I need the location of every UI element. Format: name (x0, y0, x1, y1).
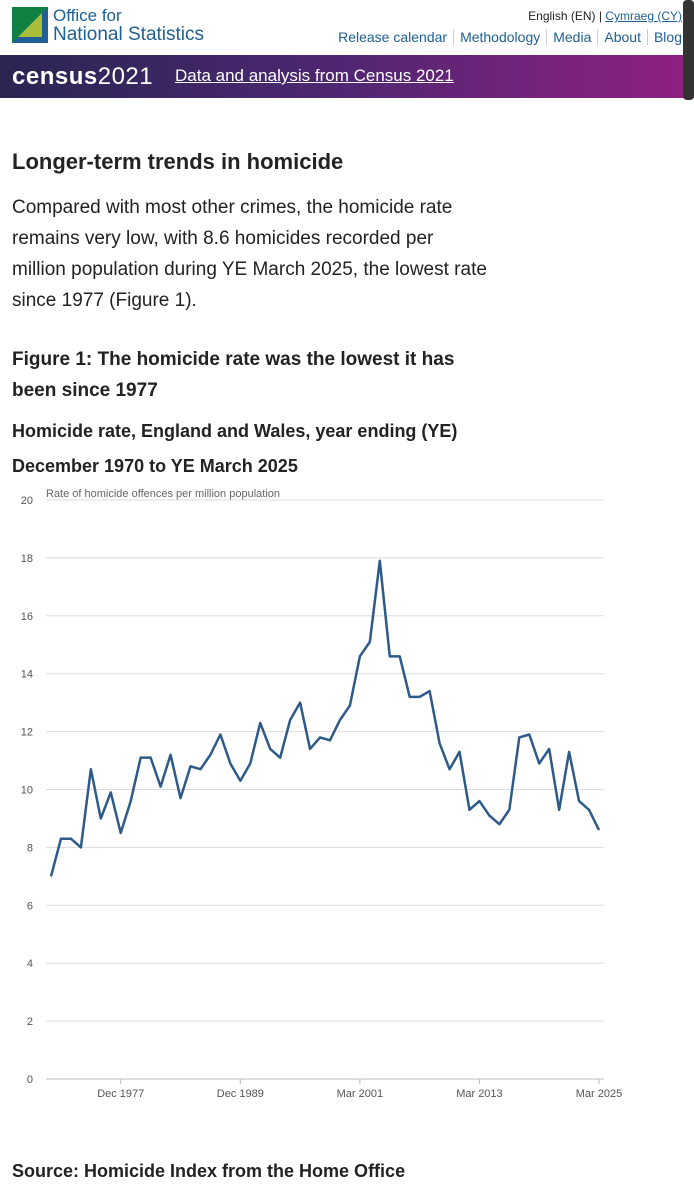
data-line (49, 559, 601, 877)
x-tick-label: Mar 2013 (456, 1088, 502, 1100)
source: Source: Homicide Index from the Home Off… (12, 1161, 406, 1181)
y-tick-label: 12 (21, 727, 33, 739)
y-tick-label: 6 (27, 900, 33, 912)
nav: Release calendar Methodology Media About Blo… (332, 29, 682, 47)
nav-link[interactable]: Release calendar (338, 29, 448, 45)
logo-icon (12, 7, 48, 43)
figure-title: Figure 1: The homicide rate was the lowe… (12, 349, 455, 401)
brand-word: census (12, 63, 98, 90)
y-tick-label: 18 (21, 553, 33, 565)
y-tick-label: 16 (21, 611, 33, 623)
y-axis-title: Rate of homicide offences per million po… (46, 488, 280, 500)
nav-link[interactable]: About (597, 29, 647, 45)
lang-en: English (EN) (528, 9, 596, 23)
y-tick-label: 8 (27, 842, 33, 854)
language-switch: English (EN) | Cymraeg (CY) (528, 9, 682, 23)
nav-link[interactable]: Methodology (453, 29, 547, 45)
brand-year: 2021 (97, 63, 154, 90)
y-tick-label: 0 (27, 1074, 33, 1086)
nav-link[interactable]: Media (546, 29, 598, 45)
y-tick-label: 14 (21, 669, 33, 681)
census-brand: census2021 (12, 63, 153, 91)
header: Office for National Statistics English (… (0, 0, 694, 55)
heading: Longer-term trends in homicide (12, 149, 344, 174)
scrollbar[interactable] (683, 0, 694, 100)
logo-text: Office for (53, 6, 122, 25)
y-tick-label: 4 (27, 958, 33, 970)
x-tick-label: Mar 2025 (576, 1088, 622, 1100)
x-tick-label: Dec 1977 (97, 1088, 144, 1100)
lang-cy[interactable]: Cymraeg (CY) (605, 9, 682, 23)
separator: | (598, 9, 602, 23)
census-banner: census2021 Data and analysis from Census… (0, 55, 694, 98)
y-tick-label: 20 (21, 495, 33, 507)
logo-text: National Statistics (53, 24, 205, 45)
y-tick-label: 10 (21, 785, 33, 797)
x-tick-label: Mar 2001 (337, 1088, 383, 1100)
nav-link[interactable]: Blog (646, 29, 682, 45)
x-tick-label: Dec 1989 (217, 1088, 264, 1100)
y-tick-label: 2 (27, 1016, 33, 1028)
paragraph: Compared with most other crimes, the hom… (12, 197, 487, 311)
figure-subtitle: Homicide rate, England and Wales, year e… (12, 421, 458, 476)
banner-link[interactable]: Data and analysis from Census 2021 (175, 66, 454, 85)
chart: 0 2 4 6 8 10 12 14 16 18 20 Rate of homicide offenc… (21, 488, 622, 1100)
